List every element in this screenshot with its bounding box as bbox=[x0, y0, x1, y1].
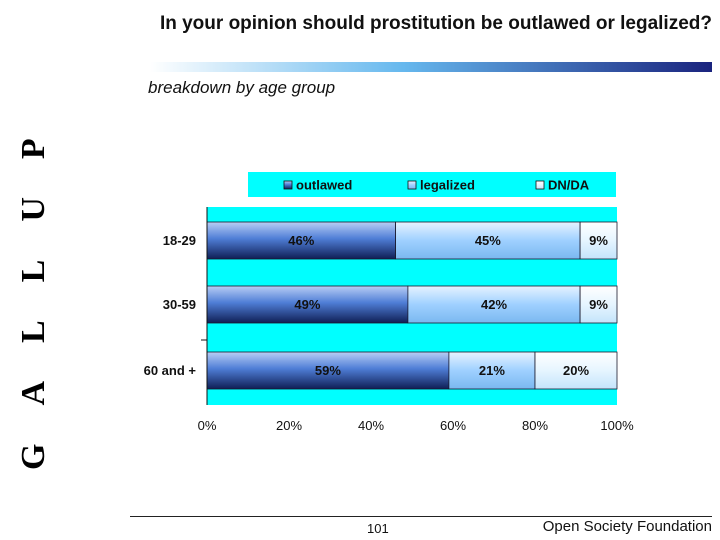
legend-swatch-dn-da bbox=[535, 180, 545, 190]
legend: outlawed legalized DN/DA bbox=[283, 178, 590, 193]
title-gradient-bar bbox=[150, 62, 712, 72]
page-title: In your opinion should prostitution be o… bbox=[159, 13, 712, 34]
bar-legalized-3 bbox=[448, 351, 536, 390]
footer-organization: Open Society Foundation bbox=[542, 518, 712, 535]
data-label: 42% bbox=[481, 297, 507, 312]
x-axis: 0% 20% 40% 60% 80% 100% bbox=[198, 207, 634, 433]
data-label: 49% bbox=[294, 297, 320, 312]
gallup-logo: GALLUP bbox=[15, 100, 52, 470]
data-label: 9% bbox=[589, 297, 608, 312]
data-label: 46% bbox=[288, 233, 314, 248]
bars: 46% 45% 9% 49% 42% 9% 59% 21% 20% bbox=[206, 221, 618, 390]
data-label: 45% bbox=[475, 233, 501, 248]
bar-dn-da-1 bbox=[579, 221, 618, 260]
data-label: 59% bbox=[315, 363, 341, 378]
x-tick-label: 80% bbox=[522, 418, 548, 433]
bar-legalized-2 bbox=[407, 285, 581, 324]
category-labels: 18-29 30-59 60 and + bbox=[144, 233, 197, 378]
data-label: 20% bbox=[563, 363, 589, 378]
data-label: 9% bbox=[589, 233, 608, 248]
x-tick-label: 100% bbox=[600, 418, 634, 433]
page-number: 101 bbox=[367, 521, 389, 536]
x-tick-label: 40% bbox=[358, 418, 384, 433]
bar-dn-da-2 bbox=[579, 285, 618, 324]
x-tick-label: 20% bbox=[276, 418, 302, 433]
category-label: 30-59 bbox=[163, 297, 196, 312]
bar-outlawed-3 bbox=[206, 351, 450, 390]
x-tick-label: 0% bbox=[198, 418, 217, 433]
legend-box bbox=[248, 172, 616, 197]
gallup-wordmark: GALLUP bbox=[15, 100, 52, 470]
footer-divider bbox=[130, 516, 712, 517]
subtitle: breakdown by age group bbox=[148, 78, 336, 97]
legend-swatch-outlawed bbox=[283, 180, 293, 190]
bar-dn-da-3 bbox=[534, 351, 618, 390]
category-label: 60 and + bbox=[144, 363, 197, 378]
data-label: 21% bbox=[479, 363, 505, 378]
x-tick-label: 60% bbox=[440, 418, 466, 433]
legend-label-outlawed: outlawed bbox=[296, 178, 352, 193]
bar-outlawed-1 bbox=[206, 221, 397, 260]
legend-label-legalized: legalized bbox=[420, 178, 475, 193]
legend-label-dn-da: DN/DA bbox=[548, 178, 590, 193]
legend-swatch-legalized bbox=[407, 180, 417, 190]
category-label: 18-29 bbox=[163, 233, 196, 248]
